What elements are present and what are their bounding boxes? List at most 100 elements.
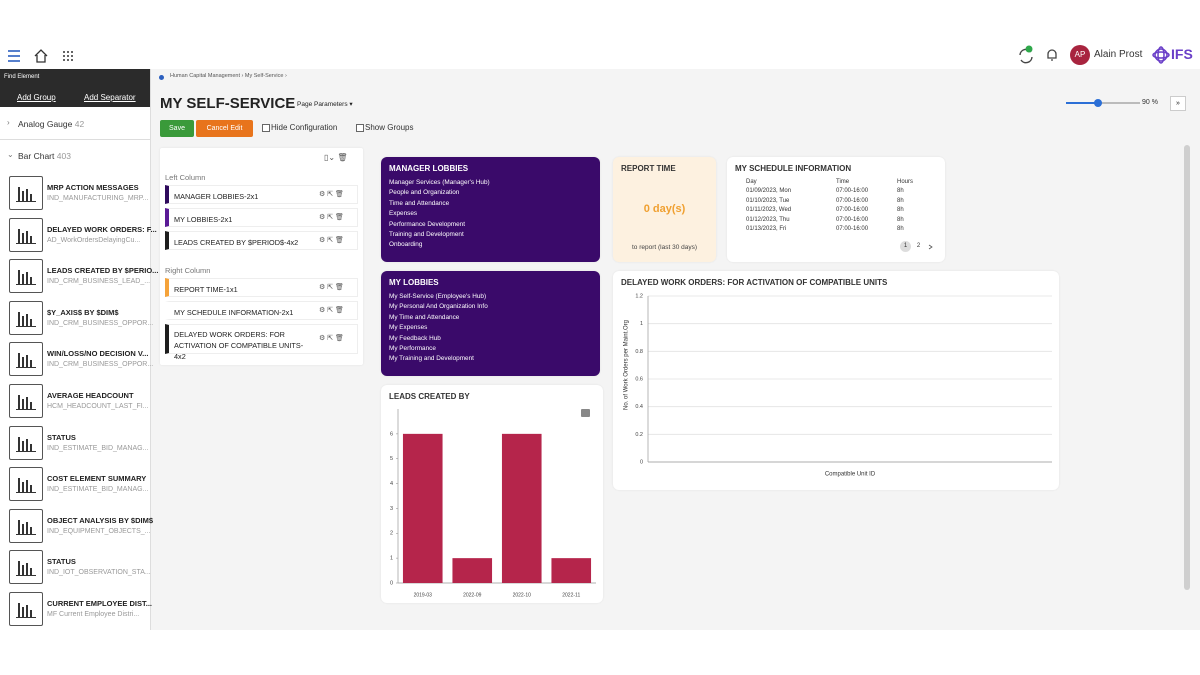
avatar[interactable]: AP bbox=[1070, 45, 1090, 65]
widget-item[interactable]: $Y_AXIS$ BY $DIM$ IND_CRM_BUSINESS_OPPOR.… bbox=[0, 300, 153, 339]
widget-item[interactable]: DELAYED WORK ORDERS: F... AD_WorkOrdersDe… bbox=[0, 217, 157, 256]
page-number[interactable]: 1 bbox=[900, 241, 911, 252]
lobby-link[interactable]: Onboarding bbox=[389, 241, 423, 249]
lobby-link[interactable]: Time and Attendance bbox=[389, 199, 450, 207]
config-item[interactable]: MANAGER LOBBIES-2x1 ⚙ ⇱ 🗑 bbox=[165, 185, 358, 204]
group-chevron[interactable]: ⌄ bbox=[7, 150, 14, 159]
next-page[interactable] bbox=[927, 243, 935, 251]
status-icons[interactable] bbox=[1016, 45, 1062, 65]
widget-title[interactable]: MRP ACTION MESSAGES bbox=[47, 183, 139, 192]
find-element[interactable]: Find Element bbox=[4, 74, 40, 80]
config-item[interactable]: MY LOBBIES-2x1 ⚙ ⇱ 🗑 bbox=[165, 208, 358, 227]
config-item[interactable]: DELAYED WORK ORDERS: FOR ACTIVATION OF C… bbox=[165, 324, 358, 361]
nav-icons[interactable] bbox=[6, 48, 86, 64]
widget-title[interactable]: DELAYED WORK ORDERS: F... bbox=[47, 224, 157, 234]
leads-card: LEADS CREATED BY 0 1 2 3 4 5 6 2019-03 2022-09 20… bbox=[381, 385, 603, 603]
config-item-actions[interactable]: ⚙ ⇱ 🗑 bbox=[319, 214, 344, 221]
collapse-button[interactable]: » bbox=[1170, 96, 1186, 111]
widget-title[interactable]: LEADS CREATED BY $PERIO... bbox=[47, 266, 159, 276]
checkbox[interactable] bbox=[356, 124, 364, 132]
zoom-label: 90 % bbox=[1142, 99, 1158, 106]
y-tick-label: 5 bbox=[390, 456, 393, 462]
lobby-link[interactable]: My Performance bbox=[389, 345, 436, 352]
checkbox[interactable] bbox=[262, 124, 270, 132]
widget-group[interactable]: Bar Chart 403 bbox=[18, 151, 71, 161]
y-axis-label: No. of Work Orders per Maint.Org bbox=[624, 320, 630, 410]
config-item[interactable]: MY SCHEDULE INFORMATION-2x1 ⚙ ⇱ 🗑 bbox=[165, 301, 358, 320]
sidebar-header bbox=[0, 69, 150, 107]
scrollbar[interactable] bbox=[1184, 145, 1190, 590]
breadcrumb-item[interactable]: Human Capital Management bbox=[170, 73, 241, 79]
logo: IFS bbox=[1171, 46, 1193, 62]
widget-title[interactable]: WIN/LOSS/NO DECISION V... bbox=[47, 349, 149, 359]
widget-item[interactable]: WIN/LOSS/NO DECISION V... IND_CRM_BUSINES… bbox=[0, 342, 153, 380]
breadcrumb: Human Capital Management › My Self-Servi… bbox=[170, 73, 287, 79]
widget-item[interactable]: LEADS CREATED BY $PERIO... IND_CRM_BUSINE… bbox=[0, 259, 158, 297]
save-button[interactable]: Save bbox=[160, 120, 194, 137]
config-item-actions[interactable]: ⚙ ⇱ 🗑 bbox=[319, 191, 344, 198]
table-header: Hours bbox=[897, 179, 914, 185]
show-groups[interactable]: Show Groups bbox=[365, 123, 414, 132]
config-item[interactable]: REPORT TIME-1x1 ⚙ ⇱ 🗑 bbox=[165, 278, 358, 297]
y-tick-label: 2 bbox=[390, 531, 393, 537]
page-parameters-label[interactable]: Page Parameters bbox=[297, 101, 348, 108]
widget-item[interactable]: COST ELEMENT SUMMARY IND_ESTIMATE_BID_MAN… bbox=[0, 467, 150, 505]
lobby-link[interactable]: My Training and Development bbox=[389, 355, 474, 363]
page-number[interactable]: 2 bbox=[916, 243, 921, 249]
lobby-link[interactable]: People and Organization bbox=[389, 189, 460, 197]
chart-title: DELAYED WORK ORDERS: FOR ACTIVATION OF C… bbox=[621, 278, 888, 287]
delayed-chart: DELAYED WORK ORDERS: FOR ACTIVATION OF C… bbox=[621, 278, 1052, 478]
widget-item[interactable]: OBJECT ANALYSIS BY $DIM$ IND_EQUIPMENT_OB… bbox=[0, 508, 153, 547]
widget-title[interactable]: $Y_AXIS$ BY $DIM$ bbox=[47, 307, 119, 317]
lobby-link[interactable]: My Feedback Hub bbox=[389, 334, 441, 342]
widget-item[interactable]: MRP ACTION MESSAGES IND_MANUFACTURING_MRP… bbox=[0, 176, 150, 214]
lobby-link[interactable]: Expenses bbox=[389, 210, 418, 218]
widget-subtitle: MF Current Employee Distri... bbox=[47, 611, 140, 618]
widget-item[interactable]: CURRENT EMPLOYEE DIST... MF Current Emplo… bbox=[0, 592, 153, 630]
config-item-label: MY SCHEDULE INFORMATION-2x1 bbox=[174, 308, 294, 317]
widget-item[interactable]: STATUS IND_ESTIMATE_BID_MANAG... bbox=[0, 425, 150, 464]
widget-icon bbox=[9, 342, 43, 377]
lobby-link[interactable]: My Self-Service (Employee's Hub) bbox=[389, 293, 487, 300]
lobby-link[interactable]: My Expenses bbox=[389, 324, 428, 332]
config-item-label: MANAGER LOBBIES-2x1 bbox=[174, 192, 259, 201]
widget-title[interactable]: STATUS bbox=[47, 432, 76, 442]
config-item-actions[interactable]: ⚙ ⇱ 🗑 bbox=[319, 335, 344, 342]
widget-item[interactable]: STATUS IND_IOT_OBSERVATION_STA... bbox=[0, 550, 151, 588]
config-item-label: REPORT TIME-1x1 bbox=[174, 285, 238, 294]
lobby-link[interactable]: My Time and Attendance bbox=[389, 313, 460, 321]
lobby-link[interactable]: Manager Services (Manager's Hub) bbox=[389, 179, 490, 186]
config-item[interactable]: LEADS CREATED BY $PERIOD$-4x2 ⚙ ⇱ 🗑 bbox=[165, 231, 358, 250]
cancel-edit-button[interactable]: Cancel Edit bbox=[196, 120, 253, 137]
widget-title[interactable]: OBJECT ANALYSIS BY $DIM$ bbox=[47, 515, 153, 525]
widget-item[interactable]: AVERAGE HEADCOUNT HCM_HEADCOUNT_LAST_FI..… bbox=[0, 384, 150, 422]
widget-group[interactable]: Analog Gauge 42 bbox=[18, 119, 84, 129]
lobby-link[interactable]: My Personal And Organization Info bbox=[389, 303, 488, 311]
config-item-actions[interactable]: ⚙ ⇱ 🗑 bbox=[319, 237, 344, 244]
lobby-link[interactable]: Training and Development bbox=[389, 231, 464, 238]
group-chevron[interactable]: › bbox=[7, 118, 10, 127]
breadcrumb-home[interactable] bbox=[159, 75, 164, 80]
widget-icon bbox=[9, 259, 43, 294]
zoom-slider[interactable] bbox=[1064, 98, 1144, 108]
add-group[interactable]: Add Group bbox=[17, 93, 56, 102]
widget-subtitle: IND_CRM_BUSINESS_LEAD_... bbox=[47, 278, 151, 286]
panel-tools[interactable]: ▯⌄ 🗑 bbox=[324, 153, 348, 162]
widget-title[interactable]: STATUS bbox=[47, 557, 76, 567]
page-parameters[interactable]: Page Parameters ▾ bbox=[297, 101, 353, 108]
config-item-actions[interactable]: ⚙ ⇱ 🗑 bbox=[319, 284, 344, 291]
widget-icon bbox=[9, 592, 43, 626]
add-separator[interactable]: Add Separator bbox=[84, 93, 136, 102]
group-name[interactable]: Analog Gauge bbox=[18, 119, 73, 129]
widget-title[interactable]: AVERAGE HEADCOUNT bbox=[47, 391, 134, 400]
lobby-link[interactable]: Performance Development bbox=[389, 220, 466, 228]
breadcrumb-item[interactable]: My Self-Service bbox=[244, 73, 284, 79]
group-name[interactable]: Bar Chart bbox=[18, 151, 55, 161]
widget-title[interactable]: COST ELEMENT SUMMARY bbox=[47, 474, 147, 484]
config-item-actions[interactable]: ⚙ ⇱ 🗑 bbox=[319, 307, 344, 314]
user-name[interactable]: Alain Prost bbox=[1094, 49, 1143, 60]
hide-configuration[interactable]: Hide Configuration bbox=[271, 123, 338, 132]
download-icon[interactable] bbox=[581, 409, 590, 417]
widget-title[interactable]: CURRENT EMPLOYEE DIST... bbox=[47, 599, 153, 608]
